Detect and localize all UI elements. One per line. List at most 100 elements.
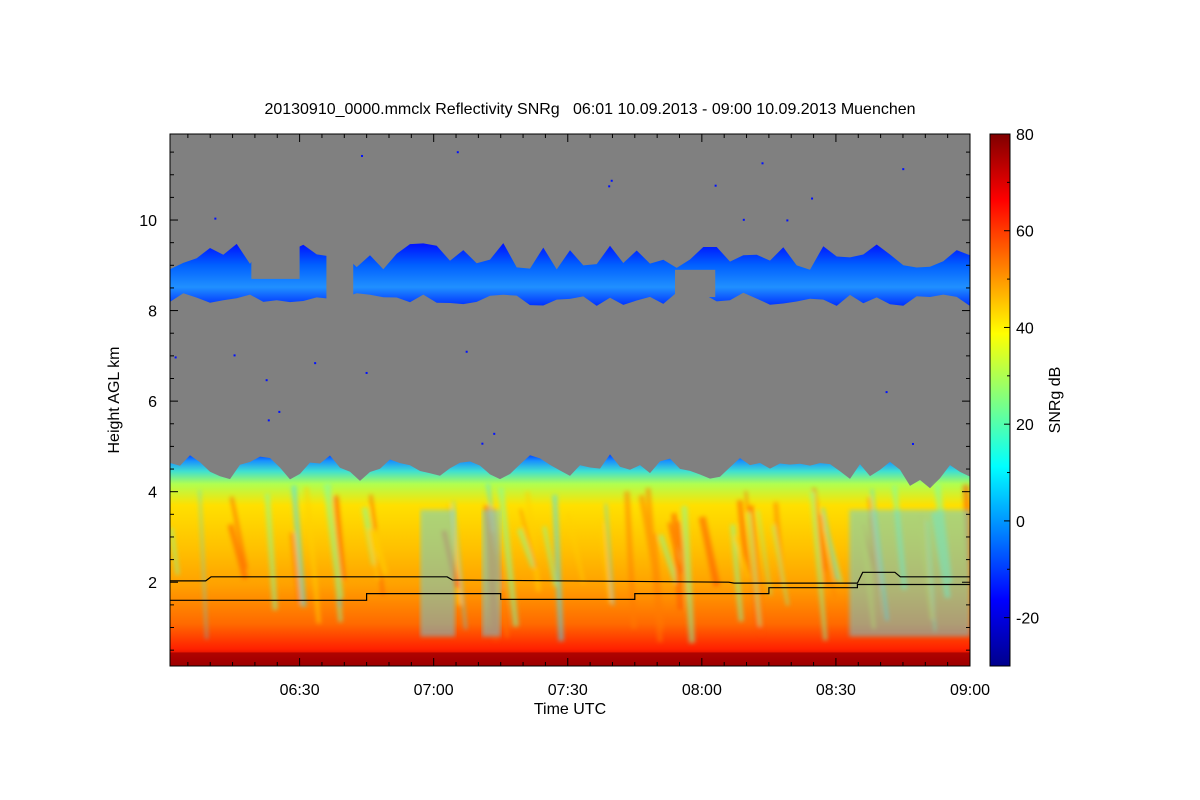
fall-streak	[810, 491, 828, 641]
series-line-lower	[170, 583, 970, 601]
fall-streak	[452, 501, 467, 630]
fall-streak	[517, 528, 536, 569]
y-tick-label: 4	[148, 485, 157, 502]
cirrus-gap	[251, 233, 300, 279]
x-tick-label: 08:30	[816, 682, 856, 699]
noise-pixel	[761, 162, 764, 165]
fall-streak	[519, 508, 538, 568]
plot-area	[170, 134, 970, 666]
noise-pixel	[361, 154, 364, 157]
colorbar: -20 0 20 40 60 80 SNRg dB	[989, 127, 1064, 667]
y-tick-label: 8	[148, 304, 157, 321]
fall-streak	[730, 524, 744, 622]
noise-pixel	[365, 371, 368, 374]
x-axis-label: Time UTC	[534, 701, 606, 718]
noise-pixel	[885, 391, 888, 394]
fall-streak	[198, 489, 208, 640]
noise-pixel	[608, 185, 611, 188]
x-tick-label: 09:00	[950, 682, 990, 699]
noise-pixel	[456, 151, 459, 154]
noise-pixel	[742, 218, 745, 221]
fall-streak	[771, 525, 790, 606]
noise-pixel	[233, 354, 236, 357]
noise-pixel	[314, 362, 317, 365]
x-tick-label: 08:00	[682, 682, 722, 699]
noise-pixel	[465, 350, 468, 353]
noise-pixel	[714, 184, 717, 187]
y-tick-label: 2	[148, 575, 157, 592]
fall-streak	[624, 491, 637, 629]
noise-pixel	[481, 442, 484, 445]
fall-streak	[525, 491, 541, 592]
precipitation-layer	[170, 454, 970, 666]
fall-streak	[291, 485, 307, 608]
fall-streak	[332, 495, 346, 581]
weak-echo-region	[849, 509, 970, 637]
y-tick-label: 10	[139, 213, 157, 230]
noise-pixel	[267, 419, 270, 422]
y-axis-label: Height AGL km	[106, 346, 123, 453]
colorbar-tick-label: 0	[1016, 514, 1025, 531]
noise-pixel	[610, 179, 613, 182]
fall-streak	[264, 493, 278, 611]
x-tick-label: 07:30	[548, 682, 588, 699]
series-line-upper	[170, 571, 970, 584]
cirrus-layer	[170, 243, 970, 306]
colorbar-tick-label: 20	[1016, 417, 1034, 434]
fall-streak	[604, 503, 615, 606]
fall-streak	[811, 488, 827, 571]
fall-streak	[542, 526, 558, 587]
fall-streak	[747, 512, 762, 627]
fall-streak	[737, 499, 750, 576]
fall-streak	[229, 496, 248, 570]
noise-pixel	[911, 442, 914, 445]
fall-streak	[733, 535, 750, 578]
weak-echo-region	[420, 509, 456, 637]
noise-pixel	[265, 379, 268, 382]
y-axis-ticks: 2 4 6 8 10	[139, 151, 970, 651]
chart-title: 20130910_0000.mmclx Reflectivity SNRg 06…	[264, 101, 915, 118]
colorbar-tick-label: 80	[1016, 127, 1034, 144]
surface-band	[170, 652, 970, 666]
y-tick-label: 6	[148, 394, 157, 411]
fall-streak	[821, 507, 839, 582]
x-axis-ticks: 06:30 07:00 07:30 08:00 08:30 09:00	[187, 134, 990, 699]
colorbar-tick-label: 40	[1016, 320, 1034, 337]
colorbar-tick-label: 60	[1016, 224, 1034, 241]
noise-pixel	[214, 217, 217, 220]
colorbar-tick-label: -20	[1016, 611, 1039, 628]
colorbar-ticks: -20 0 20 40 60 80	[1004, 127, 1039, 628]
fall-streak	[698, 516, 721, 587]
fall-streak	[552, 494, 564, 642]
noise-pixel	[811, 197, 814, 200]
fall-streak	[818, 519, 837, 599]
noise-pixel	[786, 219, 789, 222]
fall-streak	[598, 523, 612, 604]
fall-streak	[227, 523, 249, 580]
colorbar-bar	[989, 133, 1011, 667]
fall-streak	[645, 487, 663, 643]
fall-streak	[566, 512, 585, 584]
colorbar-label: SNRg dB	[1047, 367, 1064, 434]
x-tick-label: 06:30	[280, 682, 320, 699]
noise-pixel	[902, 168, 905, 171]
black-lines	[170, 571, 970, 601]
weak-echo-region	[481, 509, 501, 637]
noise-pixel	[174, 356, 177, 359]
cirrus-gap	[675, 269, 716, 297]
fall-streak	[497, 487, 519, 627]
fall-streak	[367, 528, 381, 580]
noise-pixel	[278, 410, 281, 413]
fall-streak	[681, 505, 695, 644]
fall-streak	[289, 532, 302, 605]
fall-streak	[170, 527, 180, 576]
noise-pixel	[493, 432, 496, 435]
fall-streak	[658, 534, 679, 584]
x-tick-label: 07:00	[414, 682, 454, 699]
plot-frame	[169, 133, 971, 667]
cirrus-gap	[326, 233, 354, 302]
echo-layers	[170, 151, 970, 666]
fall-streak	[323, 483, 344, 599]
fall-streak	[369, 529, 389, 576]
